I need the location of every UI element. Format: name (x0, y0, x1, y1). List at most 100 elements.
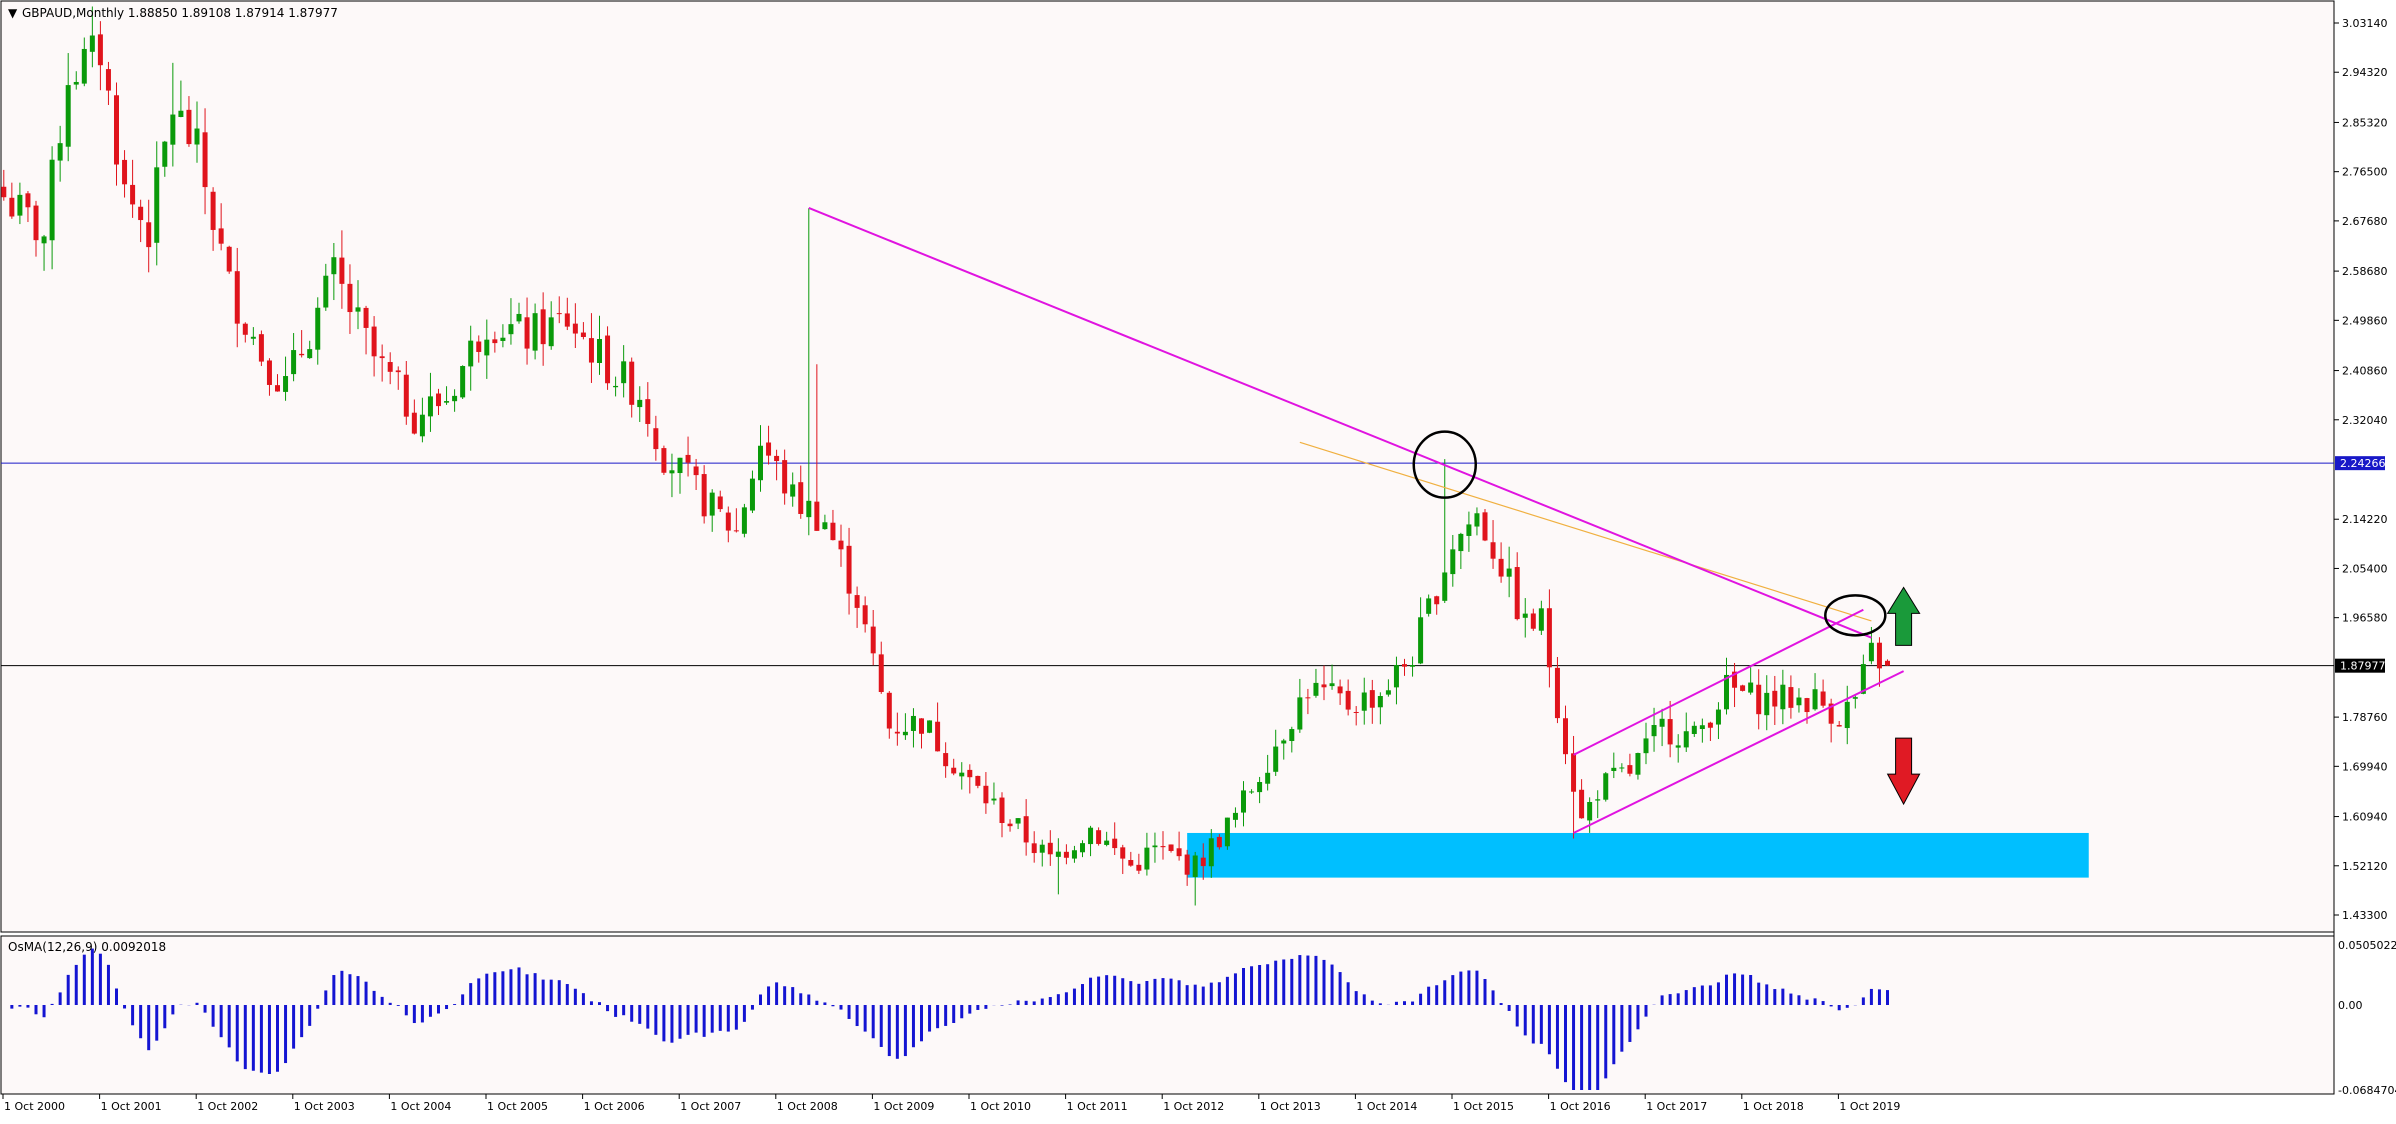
price-tick-label: 2.49860 (2342, 314, 2388, 327)
candle-body (146, 222, 152, 248)
time-tick-label: 1 Oct 2011 (1067, 1100, 1128, 1113)
candle-body (1192, 855, 1198, 877)
candle-body (218, 228, 224, 244)
candle-body (1410, 665, 1416, 667)
menu-chevron-icon[interactable]: ▼ (8, 6, 18, 20)
candle-body (492, 339, 498, 344)
osma-tick-label: -0.0684704 (2338, 1084, 2396, 1097)
level-tag (2335, 456, 2385, 471)
candle-body (1587, 802, 1593, 821)
candle-body (57, 143, 63, 161)
candle-body (927, 720, 933, 733)
price-tick-label: 2.14220 (2342, 513, 2388, 526)
price-tick-label: 2.32040 (2342, 414, 2388, 427)
candle-body (130, 184, 136, 205)
candle-body (830, 522, 836, 541)
candle-body (677, 457, 683, 474)
candle-body (427, 396, 433, 417)
time-tick-label: 1 Oct 2005 (487, 1100, 548, 1113)
candle-body (379, 356, 385, 359)
candle-body (363, 307, 369, 328)
candle-body (1063, 851, 1069, 858)
candle-body (1015, 818, 1021, 824)
time-tick-label: 1 Oct 2002 (197, 1100, 258, 1113)
candle-body (741, 507, 747, 534)
candle-body (210, 191, 216, 230)
candle-body (806, 500, 812, 518)
candle-body (613, 385, 619, 388)
candle-body (395, 370, 401, 373)
candle-body (725, 512, 731, 531)
candle-body (967, 769, 973, 778)
level-tag (2335, 658, 2385, 673)
time-tick-label: 1 Oct 2006 (584, 1100, 645, 1113)
candle-body (1442, 572, 1448, 601)
candle-body (943, 753, 949, 767)
support-zone (1187, 832, 2089, 878)
level-tag-label: 2.24266 (2340, 457, 2386, 470)
candle-body (1538, 608, 1544, 631)
candle-body (162, 141, 168, 167)
candle-body (1168, 844, 1174, 851)
candle-body (154, 167, 160, 243)
time-tick-label: 1 Oct 2007 (680, 1100, 741, 1113)
candle-body (1707, 722, 1713, 728)
time-tick-label: 1 Oct 2019 (1839, 1100, 1900, 1113)
candle-body (1683, 731, 1689, 748)
candle-body (403, 374, 409, 417)
time-tick-label: 1 Oct 2015 (1453, 1100, 1514, 1113)
candle-body (548, 317, 554, 347)
candle-body (669, 470, 675, 474)
candle-body (951, 767, 957, 774)
candle-body (1031, 843, 1037, 854)
candle-body (999, 797, 1005, 823)
candle-body (1450, 549, 1456, 575)
candle-body (774, 455, 780, 462)
candle-body (1748, 682, 1754, 693)
candle-body (1136, 864, 1142, 871)
time-tick-label: 1 Oct 2014 (1356, 1100, 1417, 1113)
candle-body (1764, 692, 1770, 716)
candle-body (1530, 613, 1536, 629)
candle-body (1297, 697, 1303, 730)
time-tick-label: 1 Oct 2010 (970, 1100, 1031, 1113)
candle-body (870, 626, 876, 654)
candle-body (178, 110, 184, 117)
candle-body (733, 530, 739, 532)
candle-body (564, 313, 570, 327)
candle-body (1265, 772, 1271, 784)
candle-body (1506, 568, 1512, 577)
candle-body (1554, 667, 1560, 719)
candle-body (436, 393, 441, 407)
highlight-circle (1824, 594, 1887, 637)
candle-body (1184, 854, 1190, 875)
candle-body (226, 246, 232, 272)
candle-body (1675, 745, 1681, 748)
price-tick-label: 2.05400 (2342, 562, 2388, 575)
candle-body (1128, 860, 1134, 866)
candle-body (991, 798, 997, 801)
candle-body (1337, 686, 1343, 694)
candle-body (1216, 836, 1222, 848)
candle-body (1104, 840, 1110, 845)
candle-body (1876, 642, 1882, 669)
candle-body (854, 595, 860, 608)
candle-body (81, 48, 87, 84)
candle-body (1715, 709, 1721, 725)
candle-body (1490, 542, 1496, 559)
candle-body (1402, 664, 1407, 667)
candle-body (621, 361, 627, 384)
candle-body (323, 275, 329, 308)
candle-body (266, 360, 272, 385)
candle-body (1096, 830, 1102, 844)
candle-body (1353, 711, 1359, 713)
candle-body (588, 338, 594, 363)
candle-body (114, 95, 119, 165)
candle-body (234, 271, 240, 324)
price-tick-label: 1.96580 (2342, 612, 2388, 625)
candle-body (1828, 703, 1834, 724)
candle-body (1385, 690, 1391, 695)
candle-body (685, 454, 691, 463)
